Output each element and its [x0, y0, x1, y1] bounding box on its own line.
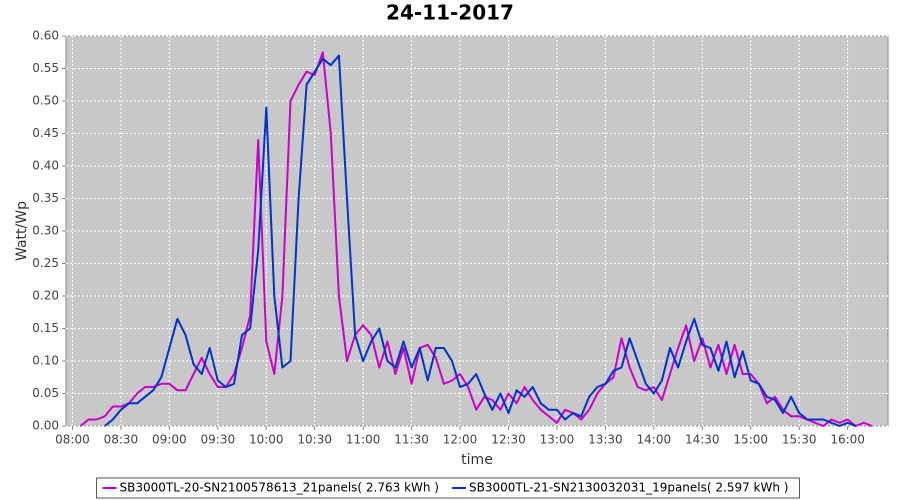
x-tick-label: 16:00: [830, 433, 865, 447]
legend-box: [96, 477, 800, 499]
y-axis-label: Watt/Wp: [14, 201, 30, 261]
x-tick-label: 15:30: [782, 433, 817, 447]
y-tick-label: 0.40: [32, 159, 59, 173]
y-tick-label: 0.05: [32, 386, 59, 400]
y-tick-label: 0.55: [32, 61, 59, 75]
y-tick-label: 0.30: [32, 224, 59, 238]
x-tick-label: 10:00: [249, 433, 284, 447]
chart-title: 24-11-2017: [386, 1, 514, 25]
x-tick-label: 08:00: [55, 433, 90, 447]
plot-area: [65, 35, 889, 427]
x-tick-label: 14:00: [637, 433, 672, 447]
x-tick-label: 11:30: [394, 433, 429, 447]
x-tick-label: 12:30: [491, 433, 526, 447]
legend-label: SB3000TL-21-SN2130032031_19panels( 2.597…: [469, 481, 788, 495]
x-tick-label: 09:30: [201, 433, 236, 447]
x-tick-label: 14:30: [685, 433, 720, 447]
x-tick-label: 15:00: [733, 433, 768, 447]
x-tick-label: 13:30: [588, 433, 623, 447]
x-tick-label: 10:30: [297, 433, 332, 447]
x-tick-label: 11:00: [346, 433, 381, 447]
y-tick-label: 0.60: [32, 29, 59, 43]
series-line: [79, 51, 873, 427]
y-tick-label: 0.35: [32, 191, 59, 205]
legend: SB3000TL-20-SN2100578613_21panels( 2.763…: [96, 477, 800, 499]
series-line: [104, 54, 857, 427]
y-tick-label: 0.25: [32, 256, 59, 270]
legend-label: SB3000TL-20-SN2100578613_21panels( 2.763…: [120, 481, 439, 495]
x-axis-label: time: [461, 452, 493, 468]
y-tick-label: 0.00: [32, 419, 59, 433]
x-tick-label: 08:30: [104, 433, 139, 447]
y-tick-label: 0.45: [32, 126, 59, 140]
y-tick-label: 0.50: [32, 94, 59, 108]
x-tick-label: 09:00: [152, 433, 187, 447]
y-tick-label: 0.15: [32, 321, 59, 335]
x-tick-label: 13:00: [540, 433, 575, 447]
x-tick-label: 12:00: [443, 433, 478, 447]
y-tick-label: 0.20: [32, 289, 59, 303]
y-tick-label: 0.10: [32, 354, 59, 368]
